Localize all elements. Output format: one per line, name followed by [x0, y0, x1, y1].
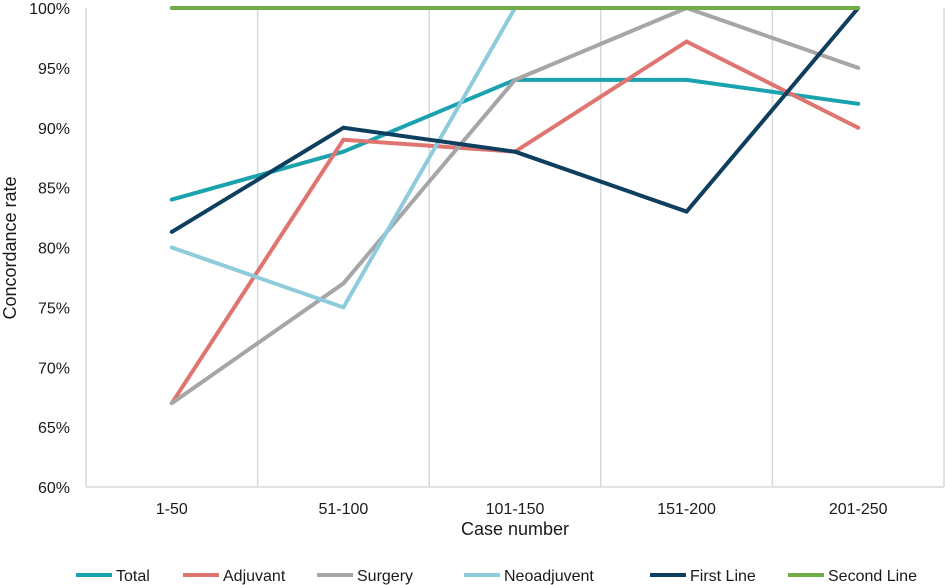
x-tick-label: 201-250 — [829, 501, 888, 518]
data-point — [341, 125, 346, 130]
y-tick-label: 100% — [29, 1, 70, 18]
data-point — [341, 305, 346, 310]
series-line-surgery — [170, 6, 859, 405]
data-point — [169, 245, 174, 250]
gridlines — [85, 8, 945, 488]
data-point — [513, 77, 517, 82]
data-point — [684, 209, 689, 214]
data-point — [856, 65, 861, 70]
y-tick-label: 60% — [38, 480, 70, 497]
y-axis-ticks: 60% 65% 70% 75% 80% 85% 90% 95% 100% — [29, 1, 70, 497]
data-point — [856, 6, 861, 10]
data-point — [169, 6, 174, 10]
x-axis-title: Case number — [461, 519, 569, 539]
y-tick-label: 75% — [38, 300, 70, 317]
series-line-adjuvant — [170, 39, 860, 405]
legend-label: Adjuvant — [223, 568, 286, 585]
series-line-neoadjuvent — [171, 6, 859, 310]
legend-label: Surgery — [357, 568, 413, 585]
y-tick-label: 80% — [38, 241, 70, 258]
x-tick-label: 151-200 — [657, 501, 716, 518]
x-tick-label: 101-150 — [486, 501, 545, 518]
y-tick-label: 90% — [38, 121, 70, 138]
legend-label: Second Line — [828, 568, 917, 585]
data-point — [856, 101, 861, 106]
y-tick-label: 95% — [38, 61, 70, 78]
data-point — [169, 401, 174, 406]
data-point — [513, 6, 517, 10]
data-point — [341, 6, 346, 10]
legend-label: Neoadjuvent — [504, 568, 594, 585]
x-tick-label: 1-50 — [156, 501, 188, 518]
data-point — [684, 77, 689, 82]
data-point — [341, 149, 346, 154]
y-axis-title: Concordance rate — [0, 176, 20, 319]
series-line-first-line — [170, 6, 860, 234]
x-axis-ticks: 1-50 51-100 101-150 151-200 201-250 — [156, 501, 888, 518]
data-point — [684, 39, 689, 44]
data-point — [341, 281, 346, 286]
data-point — [169, 229, 174, 234]
data-point — [513, 149, 517, 154]
series-lines — [169, 6, 861, 406]
y-tick-label: 70% — [38, 360, 70, 377]
legend: Total Adjuvant Surgery Neoadjuvent First Lin… — [76, 568, 917, 585]
y-tick-label: 65% — [38, 420, 70, 437]
data-point — [169, 197, 174, 202]
legend-label: First Line — [690, 568, 756, 585]
data-point — [856, 125, 861, 130]
legend-label: Total — [116, 568, 150, 585]
data-point — [684, 6, 689, 10]
x-tick-label: 51-100 — [318, 501, 368, 518]
data-point — [341, 137, 346, 142]
y-tick-label: 85% — [38, 181, 70, 198]
series-line-total — [171, 77, 859, 202]
